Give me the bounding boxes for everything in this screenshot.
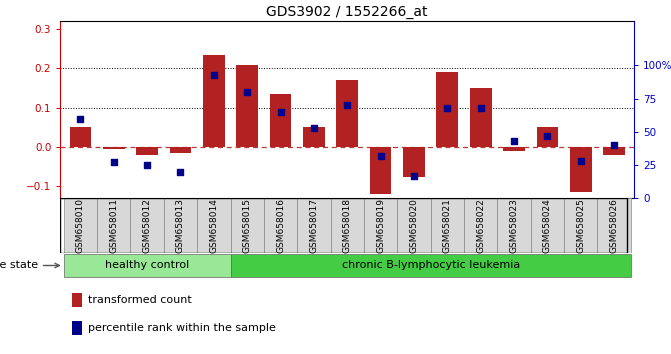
Point bbox=[209, 72, 219, 78]
Text: GSM658019: GSM658019 bbox=[376, 198, 385, 253]
Text: GSM658018: GSM658018 bbox=[343, 198, 352, 253]
Point bbox=[142, 162, 152, 168]
Text: GSM658012: GSM658012 bbox=[143, 198, 152, 253]
Bar bbox=[303, 127, 325, 147]
Point bbox=[242, 89, 252, 95]
Text: GSM658023: GSM658023 bbox=[509, 198, 519, 253]
Point bbox=[309, 125, 319, 131]
Point bbox=[442, 105, 453, 111]
Bar bbox=[597, 198, 631, 253]
Bar bbox=[336, 80, 358, 147]
Bar bbox=[72, 293, 82, 307]
Text: GSM658013: GSM658013 bbox=[176, 198, 185, 253]
Bar bbox=[470, 88, 491, 147]
Bar bbox=[164, 198, 197, 253]
Bar bbox=[264, 198, 297, 253]
Bar bbox=[364, 198, 397, 253]
Bar bbox=[331, 198, 364, 253]
Point bbox=[275, 109, 286, 115]
Bar bbox=[170, 147, 191, 153]
Bar bbox=[236, 64, 258, 147]
Bar bbox=[397, 198, 431, 253]
Text: GSM658016: GSM658016 bbox=[276, 198, 285, 253]
Bar bbox=[130, 198, 164, 253]
Text: chronic B-lymphocytic leukemia: chronic B-lymphocytic leukemia bbox=[342, 261, 520, 270]
Bar bbox=[97, 198, 130, 253]
Bar bbox=[64, 254, 231, 277]
Bar bbox=[70, 127, 91, 147]
Text: GSM658024: GSM658024 bbox=[543, 198, 552, 253]
Point bbox=[109, 160, 119, 165]
Bar bbox=[497, 198, 531, 253]
Text: GSM658015: GSM658015 bbox=[243, 198, 252, 253]
Bar bbox=[537, 127, 558, 147]
Point bbox=[609, 142, 619, 148]
Title: GDS3902 / 1552266_at: GDS3902 / 1552266_at bbox=[266, 5, 428, 19]
Point bbox=[509, 138, 519, 144]
Bar bbox=[297, 198, 331, 253]
Bar bbox=[64, 198, 97, 253]
Point bbox=[475, 105, 486, 111]
Bar bbox=[436, 72, 458, 147]
Text: percentile rank within the sample: percentile rank within the sample bbox=[88, 324, 276, 333]
Point bbox=[75, 116, 86, 121]
Text: disease state: disease state bbox=[0, 261, 60, 270]
Bar bbox=[270, 94, 291, 147]
Point bbox=[175, 169, 186, 175]
Bar bbox=[431, 198, 464, 253]
Text: transformed count: transformed count bbox=[88, 295, 192, 306]
Point bbox=[409, 173, 419, 178]
Point bbox=[575, 158, 586, 164]
Bar bbox=[197, 198, 231, 253]
Bar bbox=[72, 321, 82, 336]
Bar bbox=[370, 147, 391, 194]
Bar bbox=[503, 147, 525, 151]
Text: GSM658010: GSM658010 bbox=[76, 198, 85, 253]
Text: GSM658025: GSM658025 bbox=[576, 198, 585, 253]
Text: GSM658021: GSM658021 bbox=[443, 198, 452, 253]
Bar bbox=[231, 198, 264, 253]
Text: GSM658014: GSM658014 bbox=[209, 198, 218, 253]
Bar bbox=[203, 55, 225, 147]
Bar bbox=[103, 147, 125, 149]
Text: GSM658022: GSM658022 bbox=[476, 198, 485, 253]
Bar bbox=[136, 147, 158, 155]
Bar bbox=[464, 198, 497, 253]
Text: GSM658020: GSM658020 bbox=[409, 198, 419, 253]
Text: GSM658026: GSM658026 bbox=[609, 198, 619, 253]
Text: GSM658011: GSM658011 bbox=[109, 198, 118, 253]
Text: GSM658017: GSM658017 bbox=[309, 198, 318, 253]
Bar bbox=[403, 147, 425, 177]
Bar bbox=[570, 147, 592, 192]
Point bbox=[375, 153, 386, 159]
Point bbox=[542, 133, 553, 139]
Bar bbox=[231, 254, 631, 277]
Text: healthy control: healthy control bbox=[105, 261, 189, 270]
Bar bbox=[564, 198, 597, 253]
Bar bbox=[531, 198, 564, 253]
Bar bbox=[603, 147, 625, 155]
Point bbox=[342, 102, 353, 108]
